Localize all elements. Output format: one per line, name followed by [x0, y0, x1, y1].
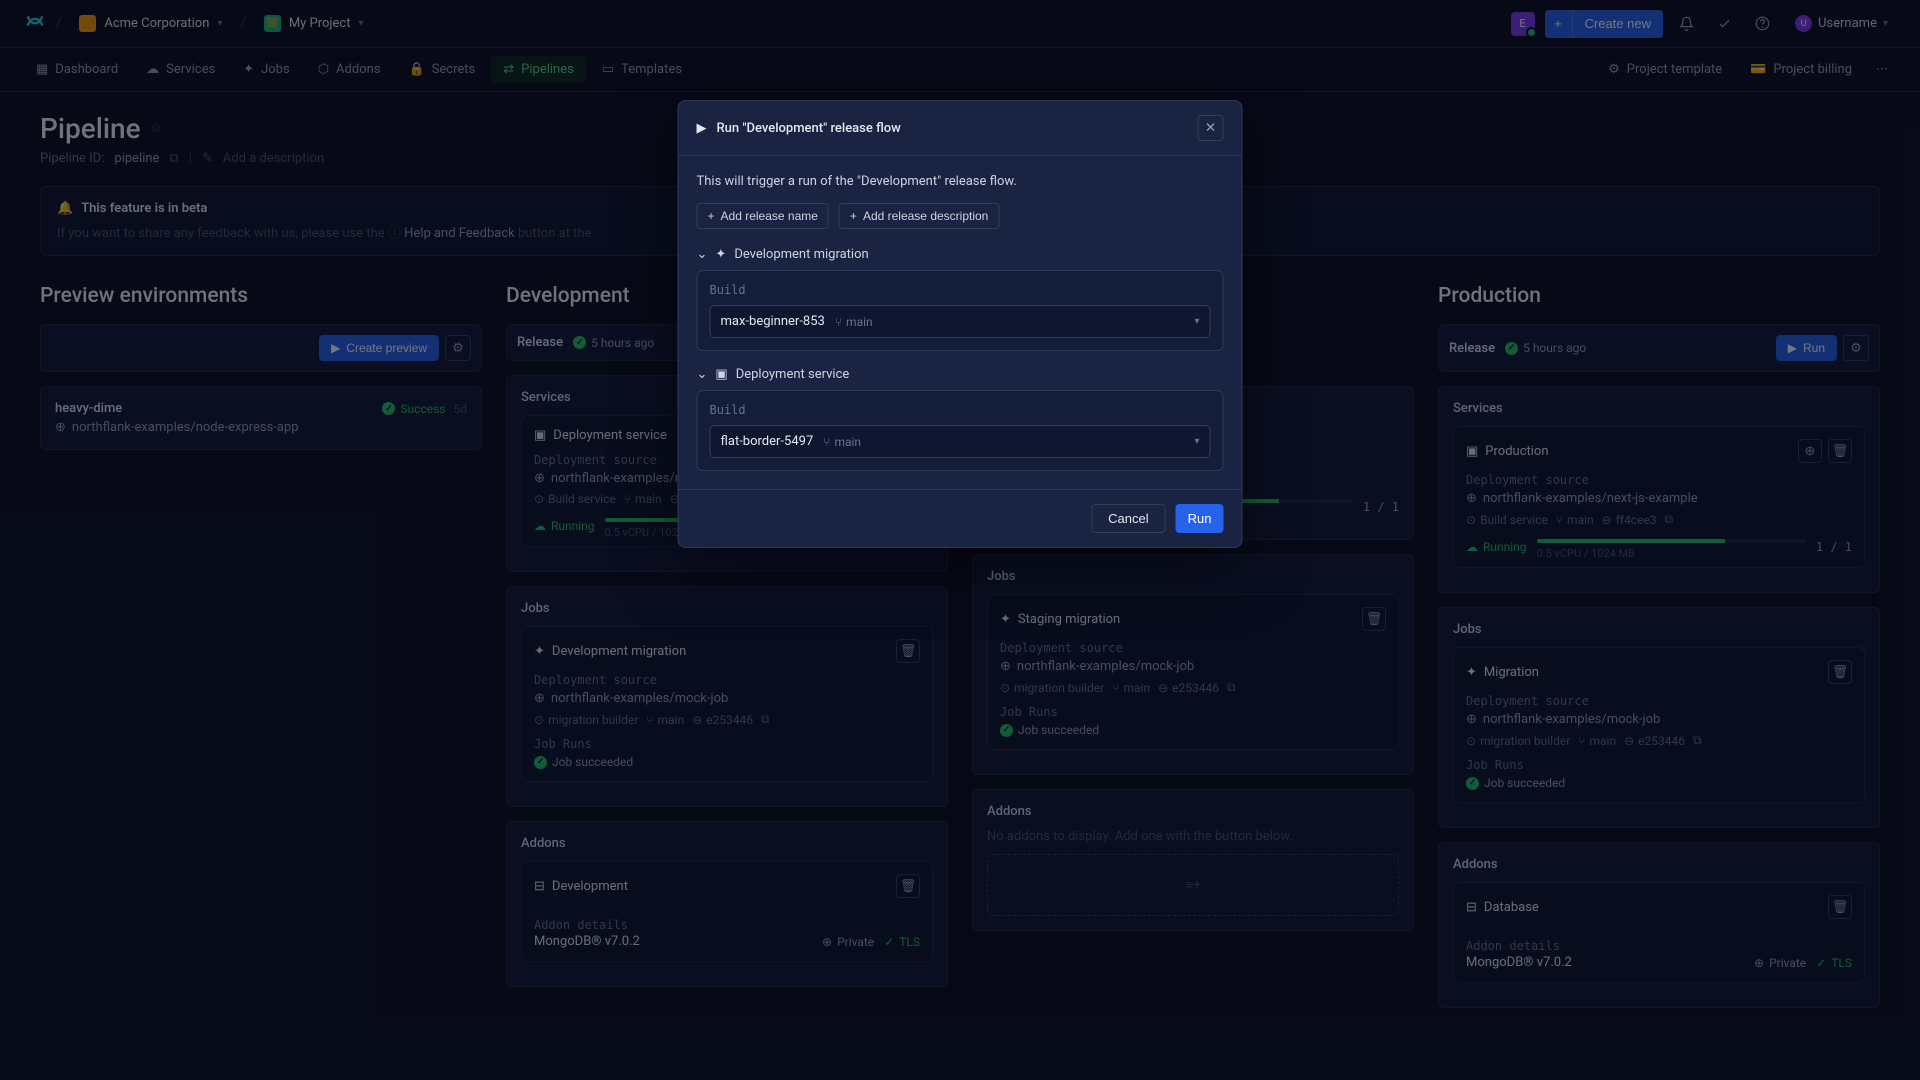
- build-label: Build: [710, 283, 1211, 297]
- build-label: Build: [710, 403, 1211, 417]
- branch-icon: ⑂: [823, 435, 830, 449]
- modal-section-migration[interactable]: ⌄ ✦ Development migration: [697, 247, 1224, 262]
- build-select[interactable]: max-beginner-853 ⑂main ▾: [710, 305, 1211, 338]
- cancel-button[interactable]: Cancel: [1091, 504, 1165, 533]
- modal-description: This will trigger a run of the "Developm…: [697, 174, 1224, 189]
- plus-icon: +: [708, 209, 715, 223]
- chevron-down-icon: ▾: [1194, 316, 1199, 327]
- chevron-down-icon: ▾: [1194, 436, 1199, 447]
- add-release-description-button[interactable]: +Add release description: [839, 203, 999, 229]
- modal-section-service[interactable]: ⌄ ▣ Deployment service: [697, 367, 1224, 382]
- run-release-modal: ▶ Run "Development" release flow ✕ This …: [678, 100, 1243, 548]
- close-button[interactable]: ✕: [1198, 115, 1224, 141]
- run-button[interactable]: Run: [1176, 504, 1224, 533]
- add-release-name-button[interactable]: +Add release name: [697, 203, 829, 229]
- chevron-down-icon: ⌄: [697, 367, 708, 382]
- build-select[interactable]: flat-border-5497 ⑂main ▾: [710, 425, 1211, 458]
- modal-title: Run "Development" release flow: [717, 121, 901, 136]
- play-icon: ▶: [697, 121, 707, 136]
- job-icon: ✦: [715, 247, 726, 262]
- chevron-down-icon: ⌄: [697, 247, 708, 262]
- cube-icon: ▣: [715, 367, 727, 382]
- plus-icon: +: [850, 209, 857, 223]
- branch-icon: ⑂: [835, 315, 842, 329]
